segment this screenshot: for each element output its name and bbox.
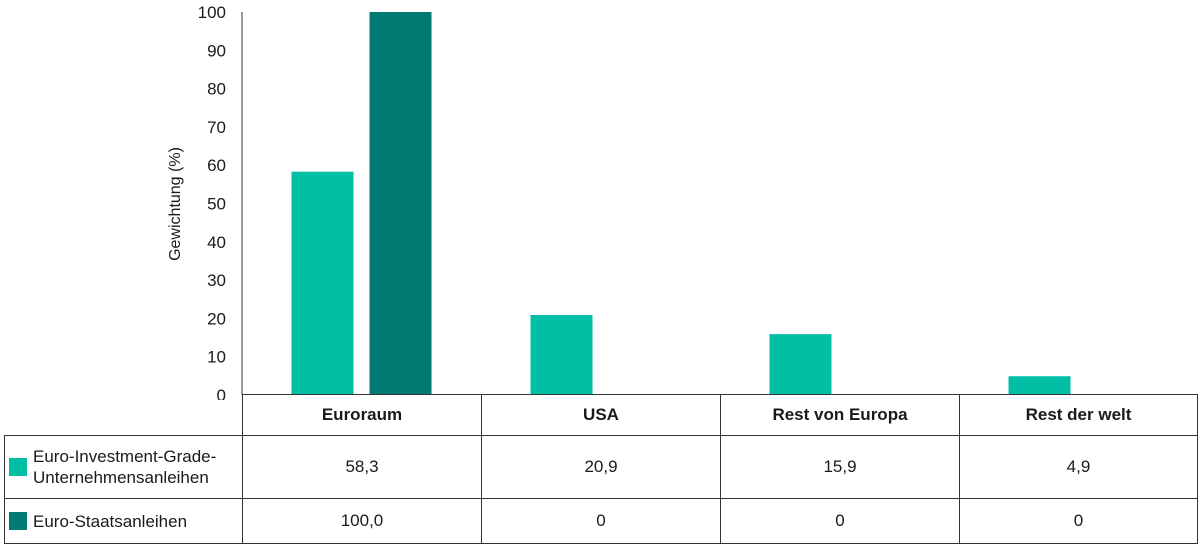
value-government-usa: 0 [481,498,721,544]
legend-government-bonds: Euro-Staatsanleihen [4,498,243,544]
value-corporate-rest-von-europa: 15,9 [720,435,960,499]
y-tick-label: 30 [207,271,226,290]
y-axis-label: Gewichtung (%) [167,147,184,261]
table-row: Euro-Investment-Grade- Unternehmensanleih… [4,435,1198,499]
bar-series0-cat2 [769,334,832,395]
y-tick-label: 40 [207,233,226,252]
y-tick-label: 70 [207,118,226,137]
y-tick-label: 20 [207,309,226,328]
y-tick-label: 50 [207,195,226,214]
category-rest-der-welt: Rest der welt [959,394,1198,436]
y-tick-label: 0 [217,386,226,400]
value-government-rest-der-welt: 0 [959,498,1198,544]
legend-label-corporate: Euro-Investment-Grade- Unternehmensanleih… [33,447,217,487]
y-tick-label: 10 [207,348,226,367]
bar-series0-cat1 [530,314,593,395]
category-usa: USA [481,394,721,436]
bar-series1-cat0 [369,12,432,395]
y-tick-label: 100 [198,3,226,22]
table-corner [4,394,243,436]
category-euroraum: Euroraum [242,394,482,436]
value-corporate-rest-der-welt: 4,9 [959,435,1198,499]
y-tick-label: 90 [207,41,226,60]
value-corporate-euroraum: 58,3 [242,435,482,499]
data-table: Euroraum USA Rest von Europa Rest der we… [4,394,1198,544]
legend-swatch-corporate [9,458,27,476]
bar-series0-cat0 [291,171,354,395]
legend-corporate-bonds: Euro-Investment-Grade- Unternehmensanleih… [4,435,243,499]
category-rest-von-europa: Rest von Europa [720,394,960,436]
value-government-rest-von-europa: 0 [720,498,960,544]
legend-swatch-government [9,512,27,530]
bar-series0-cat3 [1008,376,1071,395]
bar-chart: Gewichtung (%) 0 10 20 30 40 50 60 70 80 90 100 [167,3,1071,400]
value-corporate-usa: 20,9 [481,435,721,499]
value-government-euroraum: 100,0 [242,498,482,544]
y-tick-label: 60 [207,156,226,175]
legend-label-government: Euro-Staatsanleihen [33,511,188,531]
y-tick-label: 80 [207,80,226,99]
table-row: Euro-Staatsanleihen 100,0 0 0 0 [4,498,1198,544]
